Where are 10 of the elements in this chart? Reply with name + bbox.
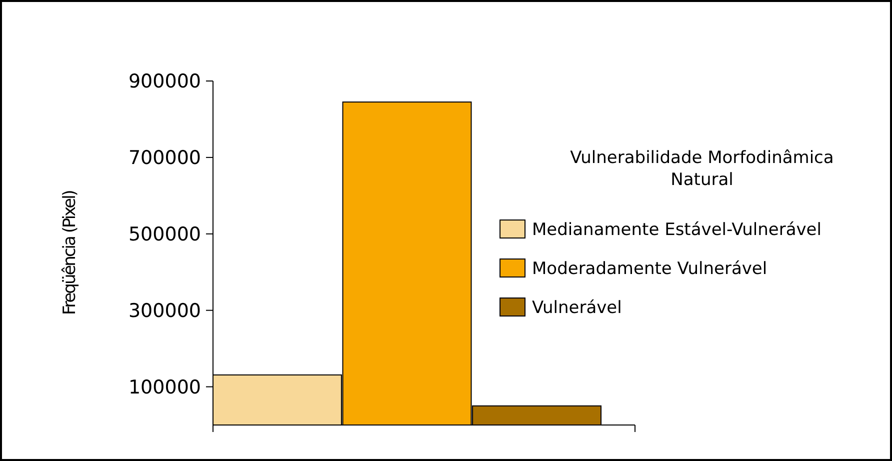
- y-tick-label: 900000: [128, 70, 201, 93]
- y-tick-label: 700000: [128, 147, 201, 170]
- legend-title: Vulnerabilidade Morfodinâmica Natural: [570, 148, 834, 190]
- y-tick-label: 500000: [128, 224, 201, 246]
- legend-label: Moderadamente Vulnerável: [532, 258, 768, 279]
- y-tick-label: 300000: [128, 300, 201, 322]
- legend-label: Vulnerável: [532, 298, 622, 318]
- legend-label: Medianamente Estável-Vulnerável: [532, 220, 822, 240]
- y-axis-title: Freqüência (Pixel): [60, 190, 80, 315]
- y-tick-label: 100000: [128, 376, 201, 398]
